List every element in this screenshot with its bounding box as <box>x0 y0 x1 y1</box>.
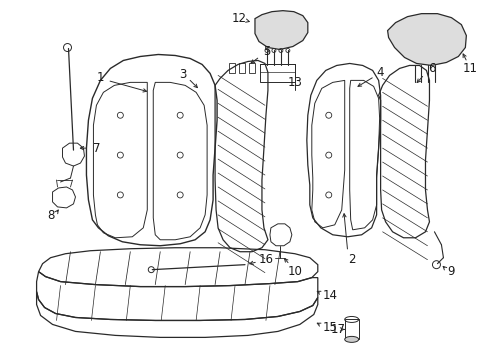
Text: 16: 16 <box>258 253 273 266</box>
Text: 2: 2 <box>347 253 355 266</box>
Text: 6: 6 <box>427 62 434 75</box>
Text: 7: 7 <box>93 141 100 155</box>
Text: 1: 1 <box>97 71 104 84</box>
Bar <box>228 63 235 73</box>
Ellipse shape <box>344 336 358 342</box>
Text: 5: 5 <box>263 45 270 58</box>
Text: 17: 17 <box>329 323 345 336</box>
Text: 15: 15 <box>322 321 337 334</box>
Text: 3: 3 <box>179 68 186 81</box>
Polygon shape <box>254 11 307 50</box>
Bar <box>260 64 294 82</box>
Text: 12: 12 <box>231 12 246 25</box>
Text: 4: 4 <box>376 66 384 79</box>
Text: 14: 14 <box>322 289 337 302</box>
Polygon shape <box>387 14 466 66</box>
Text: 9: 9 <box>447 265 454 278</box>
Text: 10: 10 <box>287 265 302 278</box>
Text: 11: 11 <box>462 62 477 75</box>
Bar <box>239 63 244 73</box>
Bar <box>248 63 254 73</box>
Text: 13: 13 <box>287 76 302 89</box>
Text: 8: 8 <box>47 210 54 222</box>
Bar <box>344 319 358 339</box>
